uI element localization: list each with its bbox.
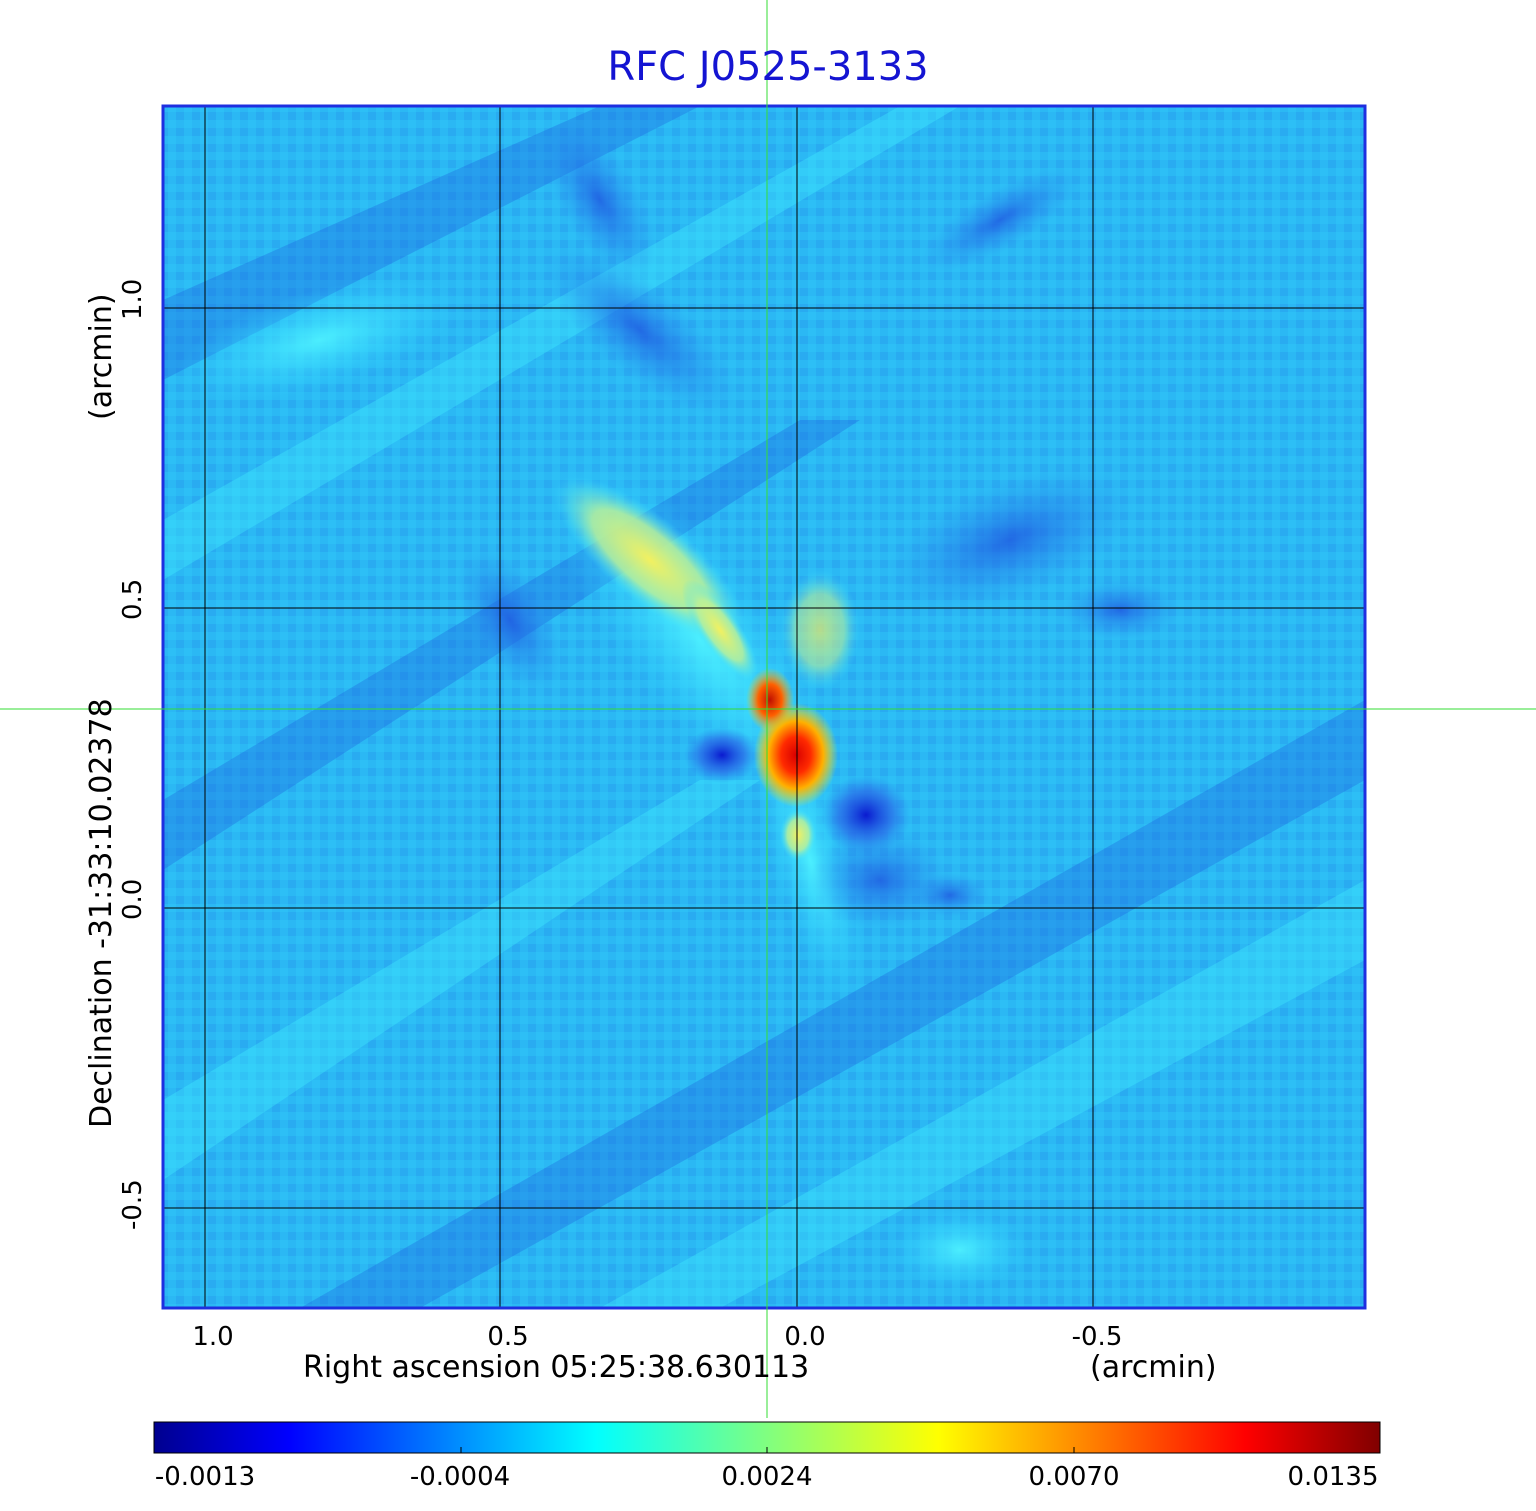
y-axis-unit: (arcmin) [84,293,119,420]
x-tick-label: 1.0 [192,1322,234,1352]
coordinate-grid [163,106,1365,1308]
x-axis-unit: (arcmin) [1090,1350,1217,1385]
y-axis-label: Declination -31:33:10.02378 [84,698,119,1128]
y-tick-label: 0.0 [118,878,148,920]
colorbar-tick-label: 0.0070 [1028,1462,1120,1492]
y-tick-label: 1.0 [118,278,148,320]
colorbar-tick-label: 0.0135 [1287,1462,1379,1492]
x-tick-label: 0.0 [784,1322,826,1352]
x-tick-label: 0.5 [487,1322,529,1352]
y-tick-label: 0.5 [118,578,148,620]
image-title: RFC J0525-3133 [607,44,929,90]
colorbar-tick-label: -0.0013 [154,1462,256,1492]
x-tick-label: -0.5 [1071,1322,1123,1352]
colorbar-ticks [460,1447,1075,1453]
colorbar-tick-label: -0.0004 [409,1462,511,1492]
image-area [163,106,1365,1308]
crosshair [0,0,1536,1418]
y-tick-label: -0.5 [118,1179,148,1230]
x-axis-label: Right ascension 05:25:38.630113 [303,1350,810,1385]
colorbar-tick-label: 0.0024 [721,1462,813,1492]
plot-frame [161,104,1367,1310]
